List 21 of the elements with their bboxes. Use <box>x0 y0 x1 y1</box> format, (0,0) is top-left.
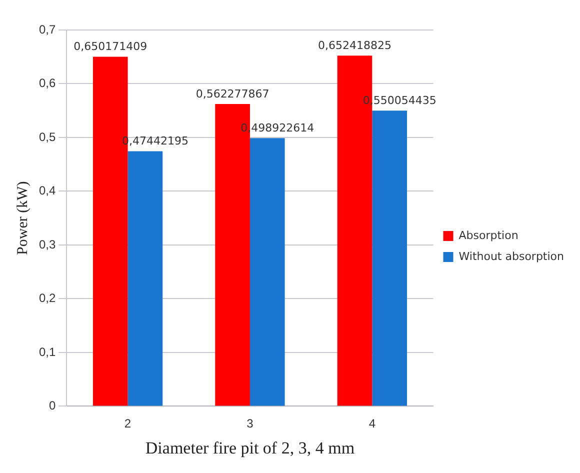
y-tick-label: 0,1 <box>38 344 56 359</box>
bar <box>128 151 163 406</box>
y-tick-label: 0,5 <box>38 130 56 144</box>
y-tick-label: 0,7 <box>38 22 56 36</box>
bar <box>372 110 407 406</box>
y-tick-label: 0,2 <box>38 291 56 306</box>
x-tick-label: 3 <box>246 416 254 431</box>
y-axis-title: Power (kW) <box>14 181 31 255</box>
x-axis-title: Diameter fire pit of 2, 3, 4 mm <box>145 438 355 458</box>
legend-label: Absorption <box>458 228 518 242</box>
y-tick-label: 0,3 <box>38 237 56 252</box>
x-tick-label: 2 <box>124 416 132 431</box>
data-label: 0,562277867 <box>196 87 270 100</box>
y-tick-label: 0 <box>48 398 56 413</box>
data-label: 0,652418825 <box>318 38 392 52</box>
bar <box>250 138 285 406</box>
y-tick-label: 0,4 <box>38 184 56 198</box>
legend-label: Without absorption <box>458 250 564 263</box>
y-tick-label: 0,6 <box>38 76 56 90</box>
data-label: 0,650171409 <box>74 40 148 54</box>
x-tick-label: 4 <box>368 416 376 431</box>
